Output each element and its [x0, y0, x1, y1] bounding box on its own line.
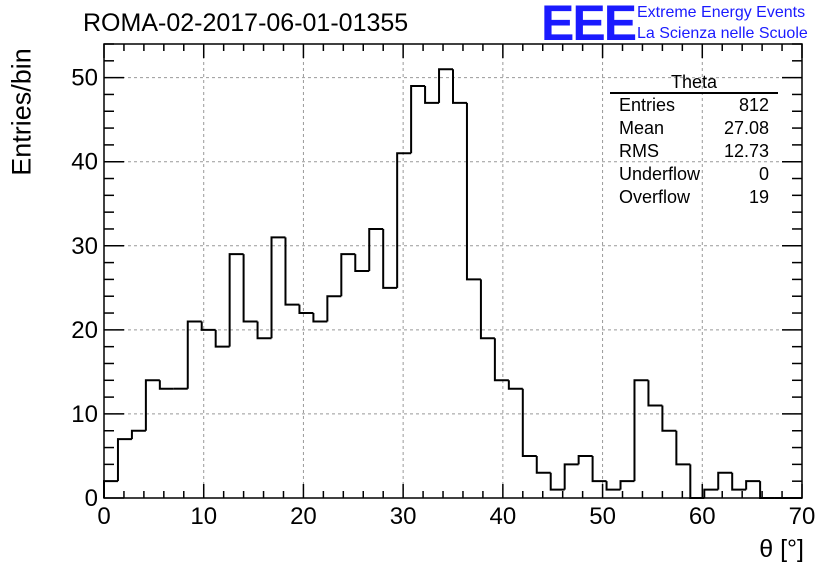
x-tick-label: 0 [97, 503, 110, 530]
histogram-bin [354, 254, 370, 272]
stats-value: 27.08 [723, 118, 769, 138]
stats-box: Theta Entries 812 Mean 27.08 RMS 12.73 U… [610, 72, 778, 209]
stats-row-rms: RMS 12.73 [610, 140, 778, 163]
stats-label: RMS [619, 141, 659, 161]
stats-row-mean: Mean 27.08 [610, 117, 778, 140]
histogram-bin [186, 320, 202, 389]
histogram-bin [647, 380, 663, 407]
eee-logo-line2: La Scienza nelle Scuole [637, 25, 808, 42]
x-tick-label: 10 [190, 503, 217, 530]
stats-row-entries: Entries 812 [610, 94, 778, 117]
y-tick-label: 50 [71, 65, 98, 92]
histogram-bin [633, 379, 649, 482]
x-tick-label: 20 [290, 503, 317, 530]
run-title: ROMA-02-2017-06-01-01355 [83, 9, 409, 37]
histogram-bin [284, 237, 300, 306]
x-axis-label: θ [°] [759, 535, 804, 563]
histogram-bin [591, 455, 607, 483]
stats-row-overflow: Overflow 19 [610, 186, 778, 209]
histogram-bin [144, 379, 160, 431]
x-tick-label: 60 [689, 503, 716, 530]
histogram-bin [465, 102, 481, 281]
histogram-bin [270, 236, 286, 339]
histogram-bin [605, 481, 621, 491]
histogram-bin [116, 438, 132, 482]
tick-layer [103, 43, 803, 499]
plot-frame [103, 43, 803, 499]
histogram-bin [619, 480, 635, 490]
histogram-bin [703, 488, 719, 498]
y-tick-label: 20 [71, 317, 98, 344]
histogram-bin [200, 321, 216, 331]
stats-label: Overflow [619, 187, 691, 207]
y-tick-label: 10 [71, 401, 98, 428]
histogram-bin [340, 253, 356, 297]
x-tick-label: 30 [390, 503, 417, 530]
histogram-bin [731, 472, 747, 491]
x-tick-label: 70 [789, 503, 816, 530]
histogram-bin [256, 321, 272, 340]
stats-value: 12.73 [723, 141, 769, 161]
histogram-bin [298, 304, 314, 315]
histogram-bin [130, 429, 146, 440]
stats-row-underflow: Underflow 0 [610, 163, 778, 186]
histogram-bin [563, 463, 579, 490]
histogram-bin [242, 254, 258, 323]
x-tick-label: 50 [589, 503, 616, 530]
histogram-bin [549, 472, 565, 491]
histogram-bin [103, 480, 118, 498]
histogram-bin [535, 455, 551, 474]
y-tick-label: 40 [71, 149, 98, 176]
histogram-bin [675, 430, 691, 466]
tick-label-layer: 0 10 20 30 40 50 60 70 0 10 20 30 40 50 [71, 65, 815, 530]
stats-title: Theta [610, 72, 778, 94]
histogram-bin [452, 69, 467, 104]
stats-label: Underflow [619, 164, 701, 184]
stats-value: 812 [738, 95, 769, 115]
histogram-bin [493, 338, 509, 382]
histogram-bin [577, 454, 593, 465]
histogram-bin [507, 380, 523, 390]
stats-label: Mean [619, 118, 665, 138]
stats-label: Entries [619, 95, 676, 115]
histogram-bin [717, 471, 733, 490]
stats-value: 0 [758, 164, 769, 184]
eee-logo: EEE [541, 0, 637, 51]
histogram-bin [158, 380, 174, 390]
histogram-bin [312, 313, 328, 323]
histogram-bin [326, 295, 342, 322]
eee-logo-line1: Extreme Energy Events [637, 4, 806, 21]
histogram-bin [368, 227, 384, 271]
y-tick-label: 30 [71, 233, 98, 260]
histogram-bin [396, 152, 412, 288]
histogram-bin [410, 85, 426, 154]
x-tick-label: 40 [490, 503, 517, 530]
stats-value: 19 [748, 187, 769, 207]
histogram-bin [521, 388, 537, 457]
histogram-bin [745, 480, 761, 490]
histogram-bin [424, 86, 440, 104]
histogram-bin [661, 405, 677, 432]
histogram-bin [382, 228, 398, 289]
histogram-bin [228, 253, 244, 347]
histogram-bin [214, 329, 230, 348]
histogram-bin [438, 68, 453, 103]
histogram-bin [479, 279, 495, 340]
y-tick-label: 0 [85, 485, 98, 512]
